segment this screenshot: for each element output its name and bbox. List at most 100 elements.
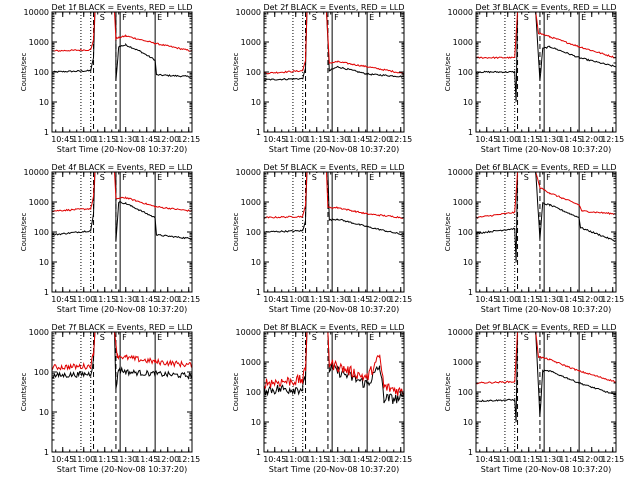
y-tick-label: 10 (39, 98, 49, 107)
marker-letter-s: S (100, 13, 105, 22)
x-axis-label: Start Time (20-Nov-08 10:37:20) (269, 145, 399, 154)
x-tick-label: 11:00 (496, 135, 519, 144)
y-tick-label: 100 (34, 228, 49, 237)
x-tick-label: 11:00 (284, 135, 307, 144)
lld-series-line (52, 332, 192, 371)
x-tick-label: 11:15 (305, 135, 328, 144)
lld-series-line (52, 172, 192, 212)
x-tick-label: 10:45 (51, 135, 74, 144)
x-tick-label: 11:15 (305, 295, 328, 304)
x-axis-label: Start Time (20-Nov-08 10:37:20) (57, 465, 187, 474)
marker-letter-bg (522, 173, 531, 181)
y-axis-label: Counts/sec (20, 213, 28, 252)
x-tick-label: 11:15 (93, 135, 116, 144)
x-tick-label: 11:00 (72, 135, 95, 144)
x-tick-label: 12:00 (156, 135, 179, 144)
x-tick-label: 11:45 (347, 135, 370, 144)
y-tick-label: 1000 (29, 198, 49, 207)
x-axis-label: Start Time (20-Nov-08 10:37:20) (57, 145, 187, 154)
x-tick-label: 10:45 (263, 135, 286, 144)
x-tick-label: 11:30 (326, 455, 349, 464)
panel-title: Det 7f BLACK = Events, RED = LLD (51, 323, 192, 332)
marker-letter-bg (121, 13, 130, 21)
panel-title: Det 4f BLACK = Events, RED = LLD (51, 163, 192, 172)
marker-letter-bg (580, 13, 589, 21)
marker-letter-e: E (581, 333, 586, 342)
x-tick-label: 11:45 (135, 295, 158, 304)
x-tick-label: 12:15 (601, 455, 624, 464)
marker-letter-bg (121, 333, 130, 341)
lld-series-line (476, 332, 616, 385)
panel-title: Det 9f BLACK = Events, RED = LLD (475, 323, 616, 332)
x-tick-label: 11:30 (114, 135, 137, 144)
lld-series-line (264, 12, 404, 75)
x-tick-label: 11:30 (114, 295, 137, 304)
x-tick-label: 10:45 (475, 295, 498, 304)
panel-9: 1 10 100 1000 10000 10:4511:0011:1511:3011:45… (444, 323, 624, 474)
x-tick-label: 11:00 (72, 455, 95, 464)
x-tick-label: 12:00 (368, 295, 391, 304)
x-tick-label: 11:45 (347, 295, 370, 304)
x-tick-label: 11:15 (517, 295, 540, 304)
y-tick-label: 1 (44, 128, 49, 137)
x-tick-label: 10:45 (263, 295, 286, 304)
marker-letter-bg (310, 173, 319, 181)
y-tick-label: 1000 (453, 358, 473, 367)
marker-letter-s: S (524, 333, 529, 342)
x-tick-label: 12:00 (580, 455, 603, 464)
marker-letter-bg (545, 173, 554, 181)
x-tick-label: 11:45 (135, 135, 158, 144)
y-tick-label: 10000 (448, 328, 473, 337)
marker-letter-bg (156, 13, 165, 21)
marker-letter-bg (156, 173, 165, 181)
plot-frame (51, 11, 193, 133)
marker-letter-bg (368, 173, 377, 181)
marker-letter-bg (98, 13, 107, 21)
x-axis-label: Start Time (20-Nov-08 10:37:20) (269, 305, 399, 314)
x-tick-label: 11:30 (538, 135, 561, 144)
marker-letter-bg (545, 13, 554, 21)
x-tick-label: 12:00 (156, 295, 179, 304)
x-tick-label: 12:00 (580, 295, 603, 304)
events-series-line (476, 12, 616, 102)
x-tick-label: 11:00 (72, 295, 95, 304)
marker-letter-e: E (581, 173, 586, 182)
y-tick-label: 1000 (241, 358, 261, 367)
marker-letter-s: S (524, 173, 529, 182)
marker-letter-f: F (122, 13, 127, 22)
x-tick-label: 11:00 (284, 295, 307, 304)
marker-letter-bg (522, 13, 531, 21)
panel-2: 1 10 100 1000 10000 10:4511:0011:1511:3011:45… (232, 3, 412, 154)
x-tick-label: 12:00 (368, 455, 391, 464)
lld-series-line (476, 12, 616, 60)
x-tick-label: 11:45 (559, 455, 582, 464)
marker-letter-e: E (157, 333, 162, 342)
x-axis-label: Start Time (20-Nov-08 10:37:20) (481, 145, 611, 154)
x-tick-label: 11:45 (347, 455, 370, 464)
marker-letter-f: F (546, 333, 551, 342)
marker-letter-bg (156, 333, 165, 341)
marker-letter-s: S (100, 173, 105, 182)
lld-series-line (264, 172, 404, 220)
panel-5: 1 10 100 1000 10000 10:4511:0011:1511:3011:45… (232, 163, 412, 314)
plot-frame (475, 331, 617, 453)
x-tick-label: 11:00 (496, 455, 519, 464)
y-axis-label: Counts/sec (20, 373, 28, 412)
y-tick-label: 1000 (29, 328, 49, 337)
x-tick-label: 12:15 (177, 455, 200, 464)
y-tick-label: 1000 (453, 38, 473, 47)
panel-title: Det 2f BLACK = Events, RED = LLD (263, 3, 404, 12)
x-tick-label: 11:30 (326, 295, 349, 304)
x-tick-label: 12:15 (601, 135, 624, 144)
panel-6: 1 10 100 1000 10000 10:4511:0011:1511:3011:45… (444, 163, 624, 314)
marker-letter-f: F (334, 333, 339, 342)
y-tick-label: 100 (34, 68, 49, 77)
y-tick-label: 10000 (236, 168, 261, 177)
y-tick-label: 1 (468, 128, 473, 137)
events-series-line (264, 172, 404, 236)
x-tick-label: 11:30 (538, 295, 561, 304)
x-tick-label: 10:45 (263, 455, 286, 464)
marker-letter-bg (98, 333, 107, 341)
events-series-line (476, 332, 616, 423)
x-tick-label: 11:30 (538, 455, 561, 464)
